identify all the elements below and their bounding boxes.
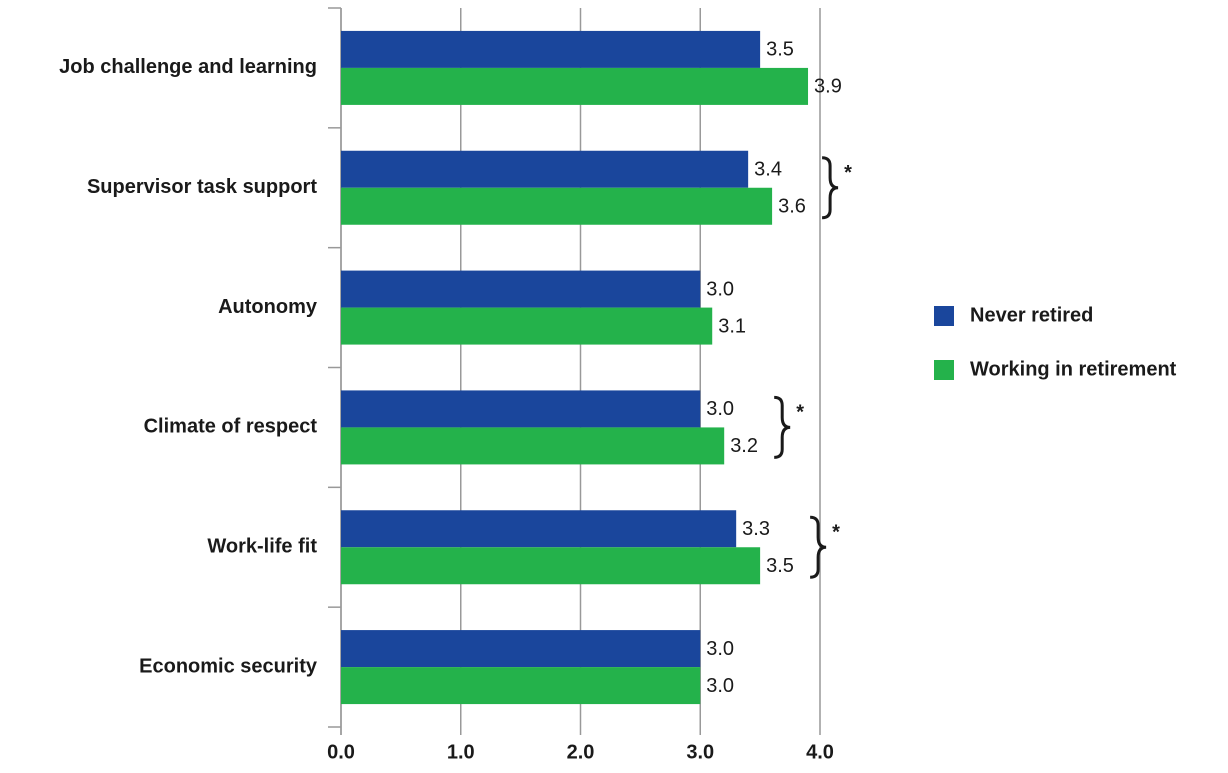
- y-tick-label: Autonomy: [218, 296, 318, 318]
- bar: [341, 307, 713, 345]
- bar: [341, 30, 761, 68]
- legend-label: Working in retirement: [970, 358, 1177, 380]
- value-label: 3.3: [742, 518, 770, 540]
- bar: [341, 150, 749, 188]
- x-tick-label: 3.0: [686, 741, 714, 763]
- value-label: 3.9: [814, 76, 842, 98]
- value-label: 3.5: [766, 555, 794, 577]
- brace: [774, 395, 791, 459]
- value-label: 3.0: [706, 278, 734, 300]
- annotation: *: [844, 162, 852, 184]
- y-tick-label: Supervisor task support: [87, 176, 317, 198]
- bar: [341, 390, 701, 428]
- legend-swatch: [934, 306, 954, 326]
- brace: [822, 156, 839, 220]
- value-label: 3.1: [718, 315, 746, 337]
- y-tick-label: Job challenge and learning: [59, 56, 317, 78]
- value-label: 3.2: [730, 435, 758, 457]
- annotation: *: [832, 522, 840, 544]
- x-tick-label: 4.0: [806, 741, 834, 763]
- value-label: 3.6: [778, 196, 806, 218]
- x-tick-label: 2.0: [567, 741, 595, 763]
- bar: [341, 187, 773, 225]
- y-tick-label: Climate of respect: [144, 416, 318, 438]
- bar: [341, 67, 809, 105]
- bar: [341, 667, 701, 705]
- value-label: 3.5: [766, 39, 794, 61]
- legend-label: Never retired: [970, 304, 1093, 326]
- bar: [341, 270, 701, 308]
- value-label: 3.0: [706, 398, 734, 420]
- annotation: *: [796, 402, 804, 424]
- brace: [810, 515, 827, 579]
- bar: [341, 630, 701, 668]
- bar: [341, 547, 761, 585]
- x-tick-label: 1.0: [447, 741, 475, 763]
- bar: [341, 427, 725, 465]
- x-tick-label: 0.0: [327, 741, 355, 763]
- bar: [341, 510, 737, 548]
- value-label: 3.0: [706, 638, 734, 660]
- value-label: 3.4: [754, 159, 782, 181]
- legend-swatch: [934, 360, 954, 380]
- y-tick-label: Work-life fit: [207, 536, 317, 558]
- value-label: 3.0: [706, 675, 734, 697]
- y-tick-label: Economic security: [139, 655, 318, 677]
